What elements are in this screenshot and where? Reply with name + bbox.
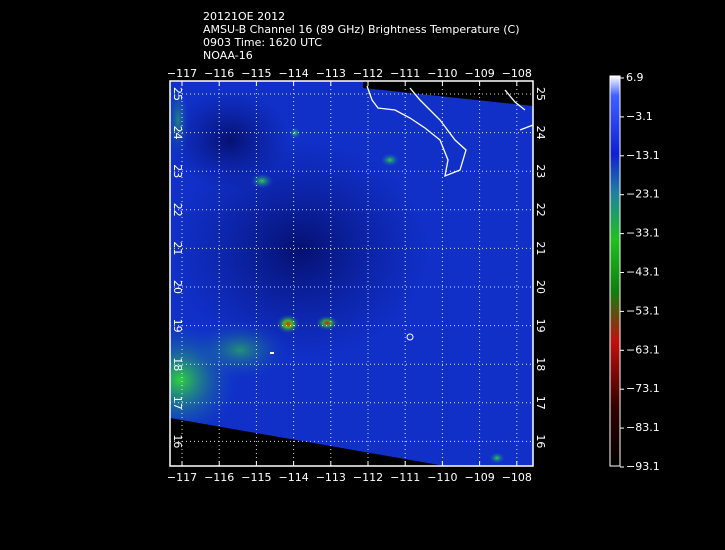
latitude-label: 22 xyxy=(171,203,184,217)
header-line: NOAA-16 xyxy=(203,49,253,62)
longitude-label: −111 xyxy=(390,67,420,80)
latitude-label: 18 xyxy=(534,357,547,371)
header-line: 20121OE 2012 xyxy=(203,10,285,23)
latitude-label: 17 xyxy=(534,396,547,410)
colorbar-label: −43.1 xyxy=(626,266,660,279)
longitude-label: −109 xyxy=(464,471,494,484)
latitude-label: 24 xyxy=(534,126,547,140)
longitude-label: −117 xyxy=(167,471,197,484)
longitude-label: −109 xyxy=(464,67,494,80)
storm-cell xyxy=(489,452,505,464)
longitude-label: −113 xyxy=(316,67,346,80)
dry-region xyxy=(170,140,430,360)
no-data xyxy=(363,81,533,106)
colorbar-label: −13.1 xyxy=(626,149,660,162)
storm-cell xyxy=(315,315,339,331)
island xyxy=(270,352,274,354)
dry-region xyxy=(170,90,290,190)
storm-cell xyxy=(380,153,400,167)
longitude-label: −108 xyxy=(502,67,532,80)
longitude-label: −110 xyxy=(427,471,457,484)
colorbar-label: −73.1 xyxy=(626,382,660,395)
colorbar-label: 6.9 xyxy=(626,71,644,84)
storm-cell xyxy=(250,173,274,189)
colorbar-label: −63.1 xyxy=(626,343,660,356)
longitude-label: −117 xyxy=(167,67,197,80)
colorbar-label: −23.1 xyxy=(626,188,660,201)
latitude-label: 19 xyxy=(171,319,184,333)
coastline xyxy=(366,85,533,178)
colorbar-label: −3.1 xyxy=(626,110,653,123)
longitude-label: −112 xyxy=(353,67,383,80)
latitude-label: 25 xyxy=(534,87,547,101)
longitude-label: −116 xyxy=(204,67,234,80)
latitude-label: 16 xyxy=(534,434,547,448)
colorbar-label: −83.1 xyxy=(626,421,660,434)
longitude-label: −115 xyxy=(241,471,271,484)
longitude-label: −108 xyxy=(502,471,532,484)
header-line: AMSU-B Channel 16 (89 GHz) Brightness Te… xyxy=(203,23,520,36)
longitude-label: −114 xyxy=(278,67,308,80)
latitude-label: 18 xyxy=(171,357,184,371)
satellite-image xyxy=(170,81,533,466)
moist-region xyxy=(170,81,190,160)
latitude-label: 25 xyxy=(171,87,184,101)
longitude-label: −112 xyxy=(353,471,383,484)
storm-cell xyxy=(276,314,300,334)
latitude-label: 22 xyxy=(534,203,547,217)
map-frame xyxy=(169,80,534,467)
colorbar-label: −53.1 xyxy=(626,304,660,317)
latitude-label: 20 xyxy=(534,280,547,294)
latitude-label: 23 xyxy=(534,164,547,178)
latitude-label: 17 xyxy=(171,396,184,410)
longitude-label: −114 xyxy=(278,471,308,484)
no-data xyxy=(170,418,445,466)
longitude-label: −110 xyxy=(427,67,457,80)
header-line: 0903 Time: 1620 UTC xyxy=(203,36,322,49)
longitude-label: −111 xyxy=(390,471,420,484)
colorbar-label: −93.1 xyxy=(626,460,660,473)
latitude-label: 24 xyxy=(171,126,184,140)
longitude-label: −113 xyxy=(316,471,346,484)
latitude-label: 20 xyxy=(171,280,184,294)
moist-region xyxy=(190,320,290,380)
latitude-label: 16 xyxy=(171,434,184,448)
island xyxy=(406,333,414,341)
colorbar xyxy=(609,75,621,467)
colorbar-label: −33.1 xyxy=(626,227,660,240)
latitude-label: 23 xyxy=(171,164,184,178)
longitude-label: −116 xyxy=(204,471,234,484)
latitude-label: 21 xyxy=(171,241,184,255)
latitude-label: 19 xyxy=(534,319,547,333)
longitude-label: −115 xyxy=(241,67,271,80)
latitude-label: 21 xyxy=(534,241,547,255)
